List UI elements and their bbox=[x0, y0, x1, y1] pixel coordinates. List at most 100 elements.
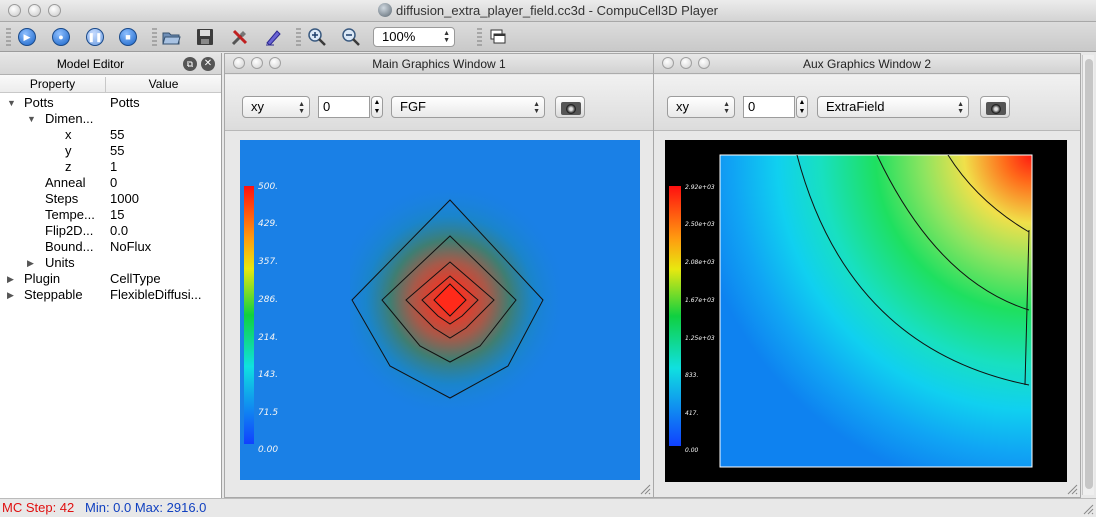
aux-maximize-button[interactable] bbox=[698, 57, 710, 69]
tree-item-x[interactable]: x bbox=[65, 127, 72, 142]
main-field-select[interactable]: FGF ▲ ▼ bbox=[391, 96, 545, 118]
aux-legend-tick-5: 833. bbox=[685, 372, 698, 379]
aux-minimize-button[interactable] bbox=[680, 57, 692, 69]
tree-value-boundary: NoFlux bbox=[110, 239, 152, 254]
aux-graphics-controls: xy ▲ ▼ 0 ▲ ▼ ExtraField ▲ ▼ bbox=[654, 75, 1080, 131]
open-folder-icon bbox=[162, 32, 181, 45]
open-button[interactable] bbox=[160, 26, 182, 48]
toolbar-grip-3[interactable] bbox=[296, 28, 301, 46]
stop-button[interactable]: ■ bbox=[117, 26, 139, 48]
pause-button[interactable]: ❚❚ bbox=[84, 26, 106, 48]
edit-button[interactable] bbox=[262, 26, 284, 48]
tree-item-z[interactable]: z bbox=[65, 159, 72, 174]
tree-item-dimensions[interactable]: Dimen... bbox=[45, 111, 94, 126]
main-screenshot-button[interactable] bbox=[555, 96, 585, 118]
tree-item-plugin[interactable]: Plugin bbox=[24, 271, 61, 286]
aux-projection-select[interactable]: xy ▲ ▼ bbox=[667, 96, 735, 118]
main-legend-tick-6: 71.5 bbox=[258, 408, 278, 418]
zoom-value: 100% bbox=[382, 29, 416, 44]
tree-item-temperature[interactable]: Tempe... bbox=[45, 207, 95, 222]
aux-slice-value: 0 bbox=[748, 99, 756, 114]
updown-arrows-icon: ▲ ▼ bbox=[723, 101, 730, 115]
expanded-triangle-icon[interactable]: ▼ bbox=[27, 114, 36, 124]
main-color-legend bbox=[244, 186, 254, 444]
tree-value-plugin: CellType bbox=[110, 271, 161, 286]
camera-lens bbox=[991, 104, 1001, 114]
close-panel-icon[interactable]: ✕ bbox=[201, 57, 215, 71]
resize-grip-icon[interactable] bbox=[1082, 503, 1094, 515]
edit-icon bbox=[266, 30, 281, 46]
model-editor-columns: Property Value bbox=[0, 75, 221, 93]
resize-grip-icon[interactable] bbox=[1066, 483, 1078, 495]
aux-graphics-canvas[interactable]: 2.92e+03 2.50e+03 2.08e+03 1.67e+03 1.25… bbox=[665, 140, 1067, 482]
model-editor-panel: Model Editor ⧉ ✕ Property Value ▼ Potts … bbox=[0, 53, 222, 498]
main-slice-stepper[interactable]: ▲ ▼ bbox=[371, 96, 383, 118]
tree-value-temperature: 15 bbox=[110, 207, 125, 222]
main-legend-tick-2: 357. bbox=[258, 257, 278, 267]
close-window-button[interactable] bbox=[8, 4, 21, 17]
main-graphics-controls: xy ▲ ▼ 0 ▲ ▼ FGF ▲ ▼ bbox=[225, 75, 653, 131]
tree-value-potts: Potts bbox=[110, 95, 140, 110]
tree-item-units[interactable]: Units bbox=[45, 255, 75, 270]
run-button[interactable]: ▶ bbox=[16, 26, 38, 48]
camera-lens bbox=[566, 104, 576, 114]
main-legend-tick-4: 214. bbox=[258, 333, 278, 343]
scrollbar-thumb[interactable] bbox=[1085, 59, 1093, 489]
resize-grip-icon[interactable] bbox=[639, 483, 651, 495]
model-tree: ▼ Potts Potts ▼ Dimen... x 55 y 55 z 1 A… bbox=[0, 94, 222, 494]
aux-slice-input[interactable]: 0 bbox=[743, 96, 795, 118]
save-button[interactable] bbox=[194, 26, 216, 48]
configure-button[interactable] bbox=[229, 26, 251, 48]
minimize-window-button[interactable] bbox=[28, 4, 41, 17]
tree-item-flip2d[interactable]: Flip2D... bbox=[45, 223, 94, 238]
cascade-windows-icon bbox=[490, 29, 506, 44]
aux-close-button[interactable] bbox=[662, 57, 674, 69]
zoom-out-icon bbox=[342, 28, 360, 46]
aux-field-select[interactable]: ExtraField ▲ ▼ bbox=[817, 96, 969, 118]
main-maximize-button[interactable] bbox=[269, 57, 281, 69]
float-panel-icon[interactable]: ⧉ bbox=[183, 57, 197, 71]
collapsed-triangle-icon[interactable]: ▶ bbox=[27, 258, 34, 268]
updown-arrows-icon: ▲ ▼ bbox=[533, 101, 540, 115]
toolbar-grip-2[interactable] bbox=[152, 28, 157, 46]
expanded-triangle-icon[interactable]: ▼ bbox=[7, 98, 16, 108]
aux-screenshot-button[interactable] bbox=[980, 96, 1010, 118]
tree-item-boundary[interactable]: Bound... bbox=[45, 239, 94, 254]
main-field-value: FGF bbox=[400, 99, 426, 114]
aux-graphics-window: Aux Graphics Window 2 xy ▲ ▼ 0 ▲ ▼ ExtraFie… bbox=[653, 53, 1081, 498]
aux-graphics-titlebar: Aux Graphics Window 2 bbox=[654, 54, 1080, 74]
tree-value-steps: 1000 bbox=[110, 191, 139, 206]
main-projection-select[interactable]: xy ▲ ▼ bbox=[242, 96, 310, 118]
main-legend-tick-3: 286. bbox=[258, 295, 278, 305]
main-slice-input[interactable]: 0 bbox=[318, 96, 370, 118]
collapsed-triangle-icon[interactable]: ▶ bbox=[7, 290, 14, 300]
toolbar-grip[interactable] bbox=[6, 28, 11, 46]
zoom-window-button[interactable] bbox=[48, 4, 61, 17]
zoom-in-button[interactable] bbox=[306, 26, 328, 48]
toolbar-grip-4[interactable] bbox=[477, 28, 482, 46]
step-button[interactable]: ● bbox=[50, 26, 72, 48]
tree-value-anneal: 0 bbox=[110, 175, 118, 190]
tree-item-steps[interactable]: Steps bbox=[45, 191, 79, 206]
main-close-button[interactable] bbox=[233, 57, 245, 69]
aux-slice-stepper[interactable]: ▲ ▼ bbox=[796, 96, 808, 118]
zoom-select[interactable]: 100% ▲ ▼ bbox=[373, 27, 455, 47]
tree-item-steppable[interactable]: Steppable bbox=[24, 287, 83, 302]
column-header-value[interactable]: Value bbox=[148, 77, 179, 91]
save-icon bbox=[197, 29, 213, 45]
window-layout-button[interactable] bbox=[487, 26, 509, 48]
tree-value-flip2d: 0.0 bbox=[110, 223, 129, 238]
main-minimize-button[interactable] bbox=[251, 57, 263, 69]
updown-arrows-icon: ▲ ▼ bbox=[298, 101, 305, 115]
workspace-scrollbar[interactable] bbox=[1082, 55, 1094, 495]
tree-item-anneal[interactable]: Anneal bbox=[45, 175, 86, 190]
column-header-property[interactable]: Property bbox=[0, 77, 106, 93]
zoom-out-button[interactable] bbox=[340, 26, 362, 48]
aux-legend-tick-4: 1.25e+03 bbox=[685, 335, 715, 342]
main-graphics-canvas[interactable]: 500. 429. 357. 286. 214. 143. 71.5 0.00 bbox=[240, 140, 640, 480]
model-editor-title: Model Editor bbox=[56, 57, 125, 71]
main-graphics-title: Main Graphics Window 1 bbox=[372, 57, 506, 71]
tree-item-y[interactable]: y bbox=[65, 143, 72, 158]
collapsed-triangle-icon[interactable]: ▶ bbox=[7, 274, 14, 284]
tree-item-potts[interactable]: Potts bbox=[24, 95, 54, 110]
